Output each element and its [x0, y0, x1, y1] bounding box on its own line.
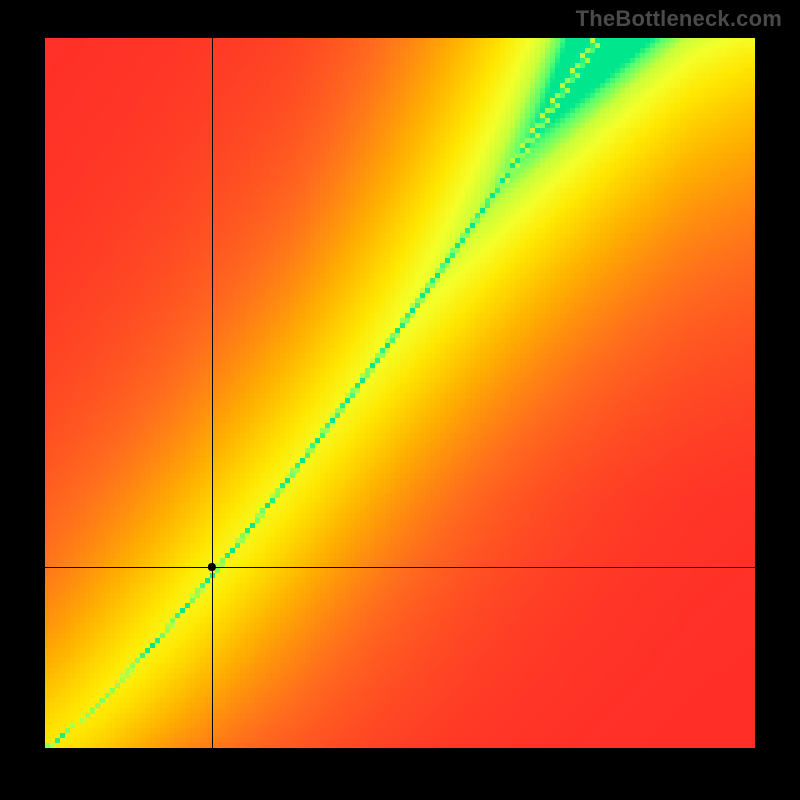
watermark-text: TheBottleneck.com	[576, 6, 782, 32]
chart-container: TheBottleneck.com	[0, 0, 800, 800]
bottleneck-heatmap	[0, 0, 800, 800]
